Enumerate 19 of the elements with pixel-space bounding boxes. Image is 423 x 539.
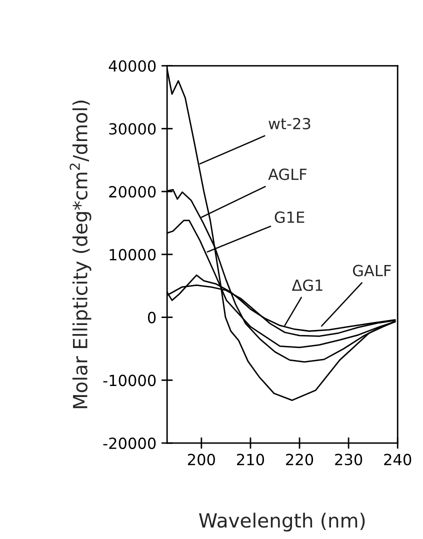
x-tick-label: 230 [335,454,362,466]
x-tick-label: 200 [188,454,215,466]
x-tick-label: 240 [384,454,412,466]
y-tick-label: 10000 [110,248,156,260]
annotation: wt-23 [268,118,310,130]
y-tick-label: 20000 [109,186,156,198]
annotation: G1E [274,211,304,223]
x-tick-label: 220 [286,454,314,466]
annotation: ΔG1 [292,279,322,292]
y-axis-title: Molar Ellipticity (deg*cm$^{2}$/dmol) [70,100,92,408]
y-tick-label: 0 [148,312,156,324]
x-axis-title: Wavelength (nm) [199,512,365,532]
y-tick-label: -10000 [103,374,156,386]
y-tick-label: 40000 [108,60,156,72]
x-tick-label: 210 [237,454,264,466]
y-tick-label: -20000 [103,438,156,450]
annotation: AGLF [268,168,307,180]
y-tick-label: 30000 [109,123,156,135]
annotation: GALF [353,264,391,276]
